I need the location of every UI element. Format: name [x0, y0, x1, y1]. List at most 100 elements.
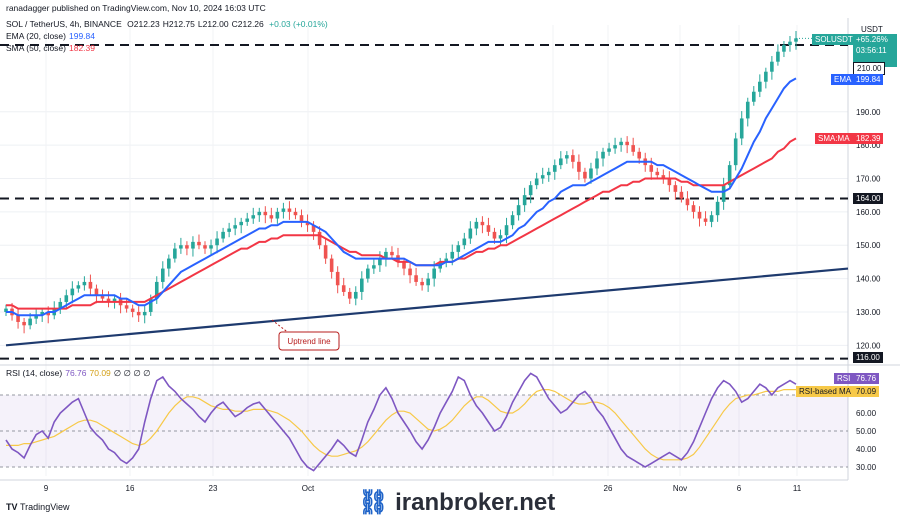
candle-body — [130, 308, 135, 312]
watermark: ⛓ iranbroker.net — [358, 488, 555, 517]
candle-body — [329, 258, 334, 272]
candle-body — [516, 205, 521, 216]
candle-body — [40, 311, 44, 316]
ohlc-open: O212.23 — [127, 19, 160, 29]
candle-body — [486, 225, 491, 232]
rsi-legend-value: 76.76 — [65, 368, 87, 378]
ema-value-tag: 199.84 — [853, 74, 884, 85]
tradingview-logo[interactable]: TV TradingView — [6, 502, 70, 512]
candle-body — [311, 225, 316, 232]
candle-body — [88, 281, 93, 289]
candle-body — [148, 298, 153, 312]
candle-body — [703, 218, 708, 222]
watermark-text: iranbroker.net — [395, 489, 556, 516]
ema-legend[interactable]: EMA (20, close) 199.84 — [6, 31, 95, 42]
candle-body — [595, 158, 599, 169]
last-price-change: +65.26% — [856, 35, 888, 44]
candle-body — [16, 315, 20, 322]
candle-body — [142, 311, 147, 316]
candle-body — [197, 241, 201, 246]
candle-body — [203, 245, 207, 249]
candle-body — [546, 171, 551, 176]
rsi-overbought-band — [0, 395, 848, 467]
rsi-legend[interactable]: RSI (14, close) 76.76 70.09 ∅ ∅ ∅ ∅ — [6, 368, 150, 379]
candle-body — [378, 258, 382, 266]
currency-label: USDT — [861, 25, 883, 34]
tradingview-label: TradingView — [20, 502, 70, 512]
rsi-value-tag: 76.76 — [853, 373, 880, 384]
candle-body — [589, 168, 593, 179]
candle-body — [305, 221, 310, 226]
rsi-ma-value-tag: 70.09 — [853, 386, 880, 397]
candle-body — [552, 165, 557, 172]
rsi-line — [5, 372, 797, 472]
candles — [4, 31, 798, 334]
candle-body — [160, 268, 165, 282]
candle-body — [64, 295, 69, 302]
ohlc-close: C212.26 — [231, 19, 264, 29]
candle-body — [655, 171, 660, 176]
time-tick-label: Nov — [673, 484, 687, 493]
candle-body — [281, 208, 286, 212]
candle-body — [764, 71, 768, 82]
horizontal-levels — [0, 44, 849, 360]
level-164-tag: 164.00 — [853, 193, 884, 204]
candle-body — [697, 211, 702, 219]
time-tick-label: 11 — [793, 484, 802, 493]
candle-body — [601, 151, 605, 159]
candle-body — [70, 288, 75, 296]
candle-body — [215, 238, 219, 246]
sma-value-tag: 182.39 — [853, 133, 884, 144]
candle-body — [341, 285, 346, 292]
candle-body — [269, 215, 274, 219]
candle-body — [112, 298, 117, 302]
time-tick-label: 6 — [737, 484, 742, 493]
candle-body — [770, 61, 774, 72]
symbol-title[interactable]: SOL / TetherUS, 4h, BINANCE — [6, 19, 122, 29]
candle-body — [426, 278, 430, 286]
candle-body — [293, 211, 298, 216]
candle-body — [94, 288, 99, 296]
time-tick-label: 23 — [209, 484, 218, 493]
candle-body — [353, 291, 358, 299]
candle-body — [667, 178, 672, 186]
candle-body — [384, 251, 388, 259]
candle-body — [492, 231, 497, 239]
sma-legend[interactable]: SMA (50, close) 182.39 — [6, 43, 95, 54]
candle-body — [390, 251, 394, 256]
candle-body — [631, 145, 635, 152]
rsi-band — [0, 394, 848, 468]
candle-body — [46, 311, 51, 316]
candle-body — [715, 201, 720, 216]
price-tick-label: 140.00 — [856, 275, 881, 284]
candle-body — [335, 271, 340, 286]
candle-body — [372, 265, 376, 269]
candle-body — [299, 215, 304, 222]
time-tick-label: 16 — [126, 484, 135, 493]
candle-body — [788, 41, 792, 46]
candle-body — [745, 101, 750, 119]
rsi-ma-legend-value: 70.09 — [89, 368, 111, 378]
candle-body — [360, 278, 364, 292]
candle-body — [414, 275, 418, 282]
last-price-tag: +65.26% 03:56:11 — [853, 34, 897, 67]
candle-body — [287, 208, 292, 212]
time-tick-label: 9 — [44, 484, 49, 493]
candle-body — [456, 245, 461, 252]
bar-countdown: 03:56:11 — [856, 46, 887, 55]
candle-body — [504, 225, 509, 236]
sma-legend-label: SMA (50, close) — [6, 43, 66, 53]
rsi-tick-label: 50.00 — [856, 427, 877, 436]
sma-legend-value: 182.39 — [69, 43, 95, 53]
candle-body — [733, 138, 738, 166]
ohlc-high: H212.75 — [162, 19, 195, 29]
candle-body — [709, 215, 714, 222]
rsi-legend-label: RSI (14, close) — [6, 368, 63, 378]
candle-body — [522, 195, 527, 206]
chain-link-icon: ⛓ — [358, 489, 396, 516]
time-tick-label: 26 — [604, 484, 613, 493]
rsi-tick-label: 40.00 — [856, 445, 877, 454]
rsi-tag: RSI — [834, 373, 854, 384]
